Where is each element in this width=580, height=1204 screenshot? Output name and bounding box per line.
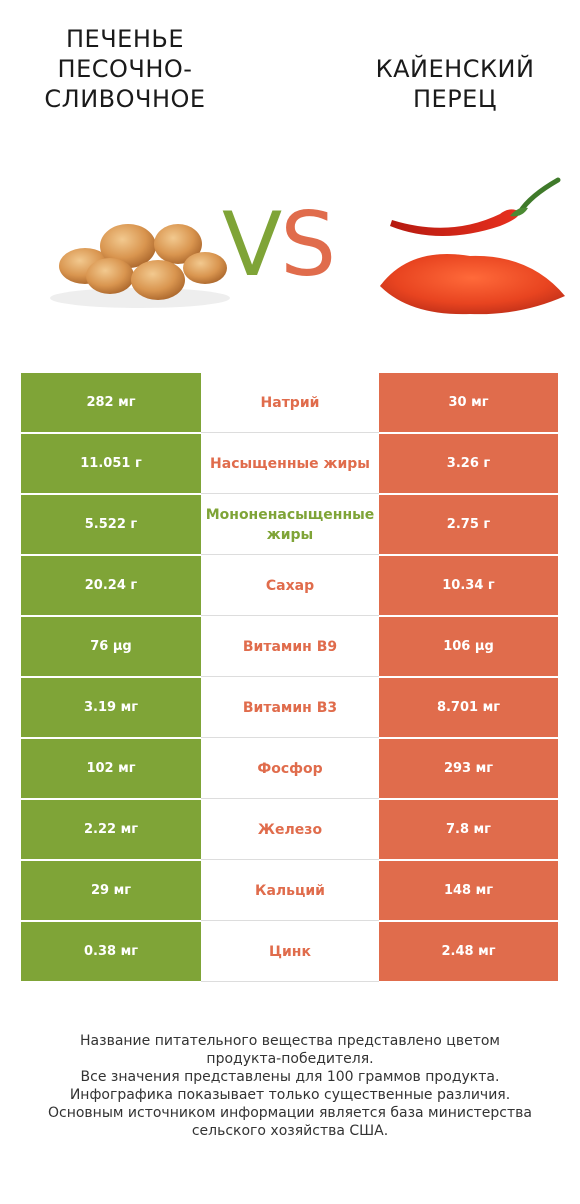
nutrient-name: Натрий bbox=[201, 373, 379, 433]
nutrient-name: Витамин B9 bbox=[201, 617, 379, 677]
nutrient-label: Витамин B9 bbox=[242, 638, 338, 655]
footnote-line: продукта-победителя. bbox=[206, 1051, 374, 1067]
vs-label: VS bbox=[222, 200, 336, 290]
nutrient-name: Витамин B3 bbox=[201, 678, 379, 738]
table-row: 282 мг Натрий 30 мг bbox=[21, 373, 558, 434]
right-value: 10.34 г bbox=[379, 556, 558, 615]
footnote-line: Инфографика показывает только существенн… bbox=[69, 1087, 511, 1103]
nutrient-name: Мононенасыщенные жиры bbox=[201, 495, 379, 555]
nutrient-name: Цинк bbox=[201, 922, 379, 982]
nutrient-name: Железо bbox=[201, 800, 379, 860]
table-row: 20.24 г Сахар 10.34 г bbox=[21, 556, 558, 617]
right-value: 2.48 мг bbox=[379, 922, 558, 981]
left-value: 3.19 мг bbox=[21, 678, 201, 737]
nutrient-name: Сахар bbox=[201, 556, 379, 616]
table-row: 3.19 мг Витамин B3 8.701 мг bbox=[21, 678, 558, 739]
left-value: 11.051 г bbox=[21, 434, 201, 493]
comparison-table: 282 мг Натрий 30 мг 11.051 г Насыщенные жиры… bbox=[21, 373, 558, 983]
footnote-line: Название питательного вещества представл… bbox=[80, 1033, 500, 1049]
nutrient-label: Мононенасыщенные жиры bbox=[205, 506, 375, 543]
table-row: 29 мг Кальций 148 мг bbox=[21, 861, 558, 922]
nutrient-label: Натрий bbox=[260, 394, 320, 411]
nutrient-label: Фосфор bbox=[257, 760, 323, 777]
left-value: 5.522 г bbox=[21, 495, 201, 554]
table-row: 0.38 мг Цинк 2.48 мг bbox=[21, 922, 558, 983]
right-value: 293 мг bbox=[379, 739, 558, 798]
table-row: 5.522 г Мононенасыщенные жиры 2.75 г bbox=[21, 495, 558, 556]
left-value: 20.24 г bbox=[21, 556, 201, 615]
table-row: 102 мг Фосфор 293 мг bbox=[21, 739, 558, 800]
nutrient-name: Насыщенные жиры bbox=[201, 434, 379, 494]
nutrient-label: Сахар bbox=[265, 577, 315, 594]
footnote-line: Основным источником информации является … bbox=[48, 1105, 532, 1121]
nutrient-name: Кальций bbox=[201, 861, 379, 921]
nutrient-name: Фосфор bbox=[201, 739, 379, 799]
right-value: 30 мг bbox=[379, 373, 558, 432]
cookies-illustration bbox=[50, 224, 230, 308]
right-value: 8.701 мг bbox=[379, 678, 558, 737]
left-food-title: Печенье песочно-сливочное bbox=[44, 25, 206, 113]
nutrient-label: Витамин B3 bbox=[242, 699, 338, 716]
left-value: 282 мг bbox=[21, 373, 201, 432]
left-value: 0.38 мг bbox=[21, 922, 201, 981]
left-value: 29 мг bbox=[21, 861, 201, 920]
table-row: 11.051 г Насыщенные жиры 3.26 г bbox=[21, 434, 558, 495]
footnote-line: сельского хозяйства США. bbox=[191, 1123, 389, 1139]
right-value: 3.26 г bbox=[379, 434, 558, 493]
vs-v: V bbox=[222, 193, 282, 296]
right-value: 148 мг bbox=[379, 861, 558, 920]
left-value: 102 мг bbox=[21, 739, 201, 798]
nutrient-label: Кальций bbox=[255, 882, 325, 899]
left-value: 2.22 мг bbox=[21, 800, 201, 859]
footnote: Название питательного вещества представл… bbox=[20, 1032, 560, 1140]
table-row: 2.22 мг Железо 7.8 мг bbox=[21, 800, 558, 861]
cayenne-pepper-illustration bbox=[380, 177, 565, 315]
right-value: 2.75 г bbox=[379, 495, 558, 554]
vs-s: S bbox=[280, 193, 336, 296]
nutrient-label: Насыщенные жиры bbox=[210, 455, 370, 472]
right-food-title: Кайенский перец bbox=[375, 55, 535, 113]
nutrient-label: Железо bbox=[257, 821, 323, 838]
right-value: 7.8 мг bbox=[379, 800, 558, 859]
left-value: 76 µg bbox=[21, 617, 201, 676]
right-value: 106 µg bbox=[379, 617, 558, 676]
footnote-line: Все значения представлены для 100 граммо… bbox=[80, 1069, 500, 1085]
nutrient-label: Цинк bbox=[269, 943, 311, 960]
table-row: 76 µg Витамин B9 106 µg bbox=[21, 617, 558, 678]
